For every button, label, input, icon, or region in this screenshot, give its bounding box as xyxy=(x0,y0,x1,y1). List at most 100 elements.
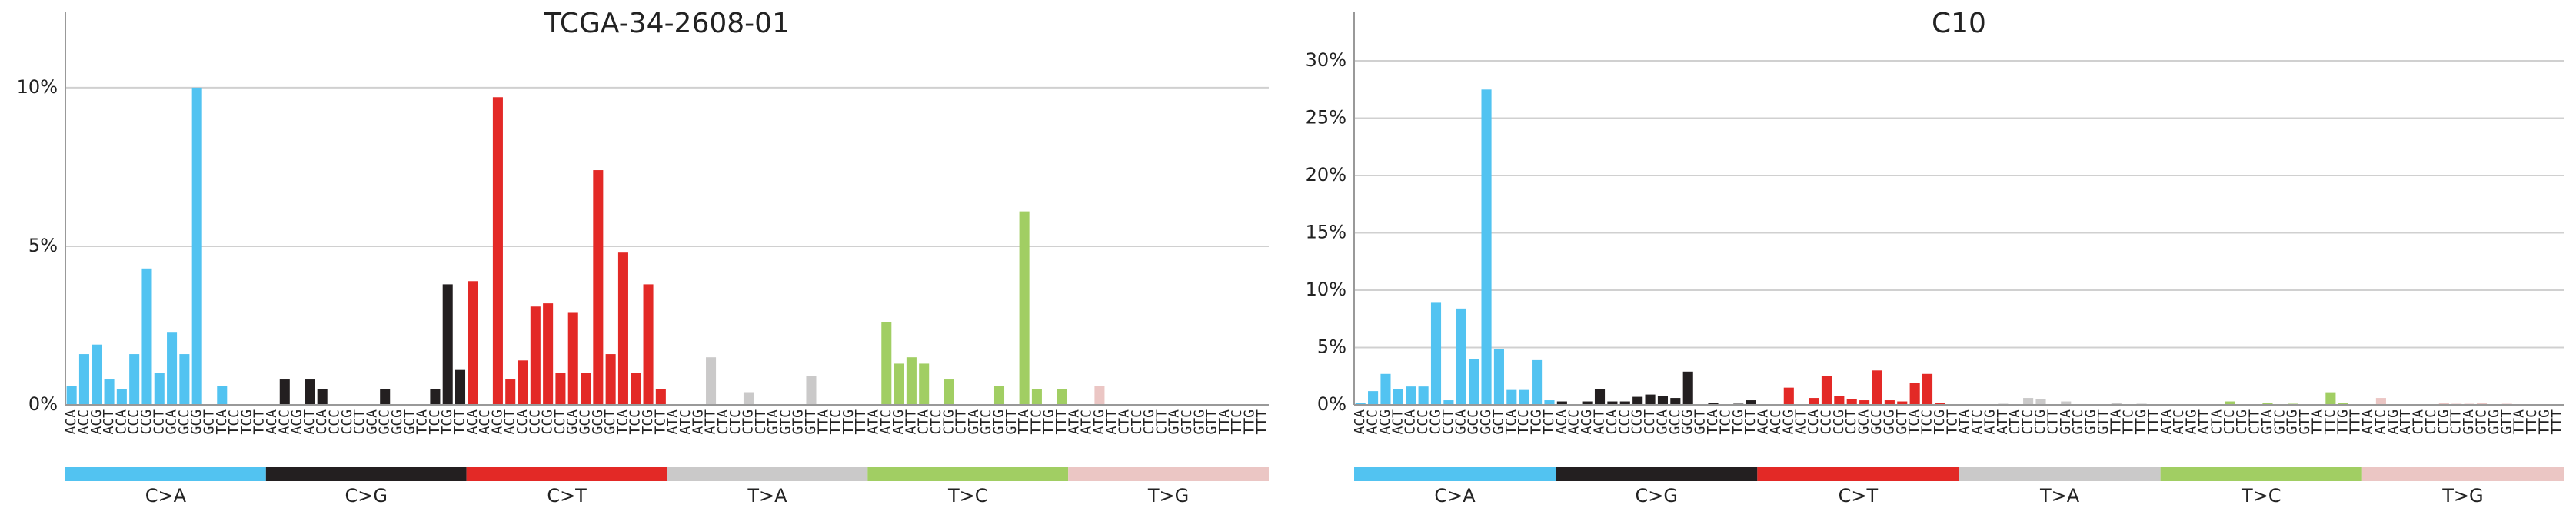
x-tick-label: GTG xyxy=(2083,409,2099,435)
x-tick-label: ATA xyxy=(2158,409,2175,435)
x-tick-label: ATT xyxy=(703,409,719,435)
bar xyxy=(279,379,290,405)
x-tick-label: ACG xyxy=(1579,409,1595,435)
bar xyxy=(1670,398,1681,405)
x-tick-label: CTG xyxy=(1141,409,1157,435)
x-tick-label: ACG xyxy=(88,409,105,435)
group-strip xyxy=(466,467,667,481)
bar xyxy=(1443,400,1454,405)
x-tick-label: ACA xyxy=(1352,409,1368,435)
x-tick-label: ATG xyxy=(1982,409,1998,435)
x-tick-label: TTT xyxy=(1254,409,1270,435)
bar xyxy=(1872,370,1882,405)
x-tick-label: ACA xyxy=(63,409,79,435)
x-tick-label: CTT xyxy=(2045,409,2061,435)
bar xyxy=(643,284,654,405)
x-tick-label: ATT xyxy=(1995,409,2011,435)
x-tick-label: CCT xyxy=(1440,409,1456,435)
x-tick-label: TCG xyxy=(439,409,455,435)
x-tick-label: ATT xyxy=(1103,409,1120,435)
chart-title: C10 xyxy=(1932,8,1986,39)
bar xyxy=(1922,373,1933,405)
x-tick-label: CCA xyxy=(113,409,129,435)
x-tick-label: TTG xyxy=(840,409,857,435)
x-tick-label: TCA xyxy=(1705,409,1721,435)
x-tick-label: CTA xyxy=(916,409,932,435)
x-tick-label: CTA xyxy=(1117,409,1133,435)
x-tick-label: CCC xyxy=(527,409,543,435)
x-tick-label: ATA xyxy=(2360,409,2376,435)
y-tick-label: 30% xyxy=(1306,49,1346,71)
x-tick-label: CTC xyxy=(2423,409,2439,435)
x-tick-label: GTC xyxy=(777,409,794,435)
x-tick-label: TCG xyxy=(1730,409,1746,435)
bar xyxy=(2325,392,2336,405)
x-tick-label: CCG xyxy=(1428,409,1444,435)
group-strip xyxy=(1354,467,1556,481)
bar xyxy=(1519,389,1529,405)
group-label: C>T xyxy=(547,485,587,506)
bar xyxy=(454,369,466,405)
y-tick-label: 15% xyxy=(1306,222,1346,243)
bar xyxy=(1619,401,1630,405)
x-tick-label: GTT xyxy=(803,409,819,435)
bar xyxy=(1544,400,1555,405)
x-tick-label: CCC xyxy=(126,409,142,435)
x-tick-label: TTG xyxy=(2536,409,2552,435)
x-tick-label: CTC xyxy=(2222,409,2238,435)
x-tick-label: CTG xyxy=(2234,409,2250,435)
x-tick-label: TCA xyxy=(1906,409,1922,435)
bar xyxy=(1846,399,1857,405)
bar xyxy=(1582,401,1593,405)
bar xyxy=(66,386,77,405)
x-tick-label: ATA xyxy=(865,409,881,435)
x-tick-label: GCC xyxy=(1466,409,1482,435)
x-tick-label: GTG xyxy=(790,409,807,435)
bar xyxy=(1935,403,1945,405)
x-tick-label: GTG xyxy=(1191,409,1207,435)
bar xyxy=(518,360,528,405)
x-tick-label: GTT xyxy=(1204,409,1220,435)
x-tick-label: TTC xyxy=(2121,409,2137,435)
group-label: T>A xyxy=(2039,485,2080,506)
x-tick-label: TCT xyxy=(1944,409,1960,435)
bar xyxy=(530,306,541,405)
bar xyxy=(555,373,566,405)
x-tick-label: GCG xyxy=(1679,409,1696,435)
x-tick-label: ATG xyxy=(690,409,706,435)
x-tick-label: TCA xyxy=(214,409,230,435)
bar xyxy=(2438,403,2449,405)
group-label: T>G xyxy=(1147,485,1189,506)
x-tick-label: ACG xyxy=(1377,409,1393,435)
x-tick-label: GCG xyxy=(1881,409,1897,435)
bar xyxy=(806,376,817,405)
bar xyxy=(430,389,441,405)
x-tick-label: CTC xyxy=(928,409,944,435)
x-tick-label: ACA xyxy=(464,409,481,435)
x-tick-label: ACG xyxy=(1780,409,1796,435)
x-tick-label: GCG xyxy=(188,409,205,435)
x-tick-label: GTA xyxy=(966,409,982,435)
group-label: C>A xyxy=(1434,485,1476,506)
y-tick-label: 20% xyxy=(1306,164,1346,185)
bar xyxy=(1884,400,1895,405)
bar xyxy=(1708,403,1719,405)
bar xyxy=(305,379,315,405)
bar xyxy=(380,389,391,405)
group-strip xyxy=(1959,467,2161,481)
bar xyxy=(655,389,666,405)
x-tick-label: TTA xyxy=(1016,409,1032,435)
x-tick-label: CTG xyxy=(940,409,957,435)
bar xyxy=(631,373,641,405)
bar xyxy=(317,389,328,405)
x-tick-label: GTC xyxy=(2070,409,2086,435)
x-tick-label: TTA xyxy=(2108,409,2124,435)
x-tick-label: CCC xyxy=(1415,409,1431,435)
x-tick-label: TCT xyxy=(1541,409,1557,435)
group-strip xyxy=(265,467,467,481)
x-tick-label: TTA xyxy=(815,409,831,435)
x-tick-label: TCC xyxy=(226,409,242,435)
x-tick-label: CCC xyxy=(326,409,342,435)
x-tick-label: ATT xyxy=(903,409,919,435)
bar xyxy=(1355,403,1366,405)
